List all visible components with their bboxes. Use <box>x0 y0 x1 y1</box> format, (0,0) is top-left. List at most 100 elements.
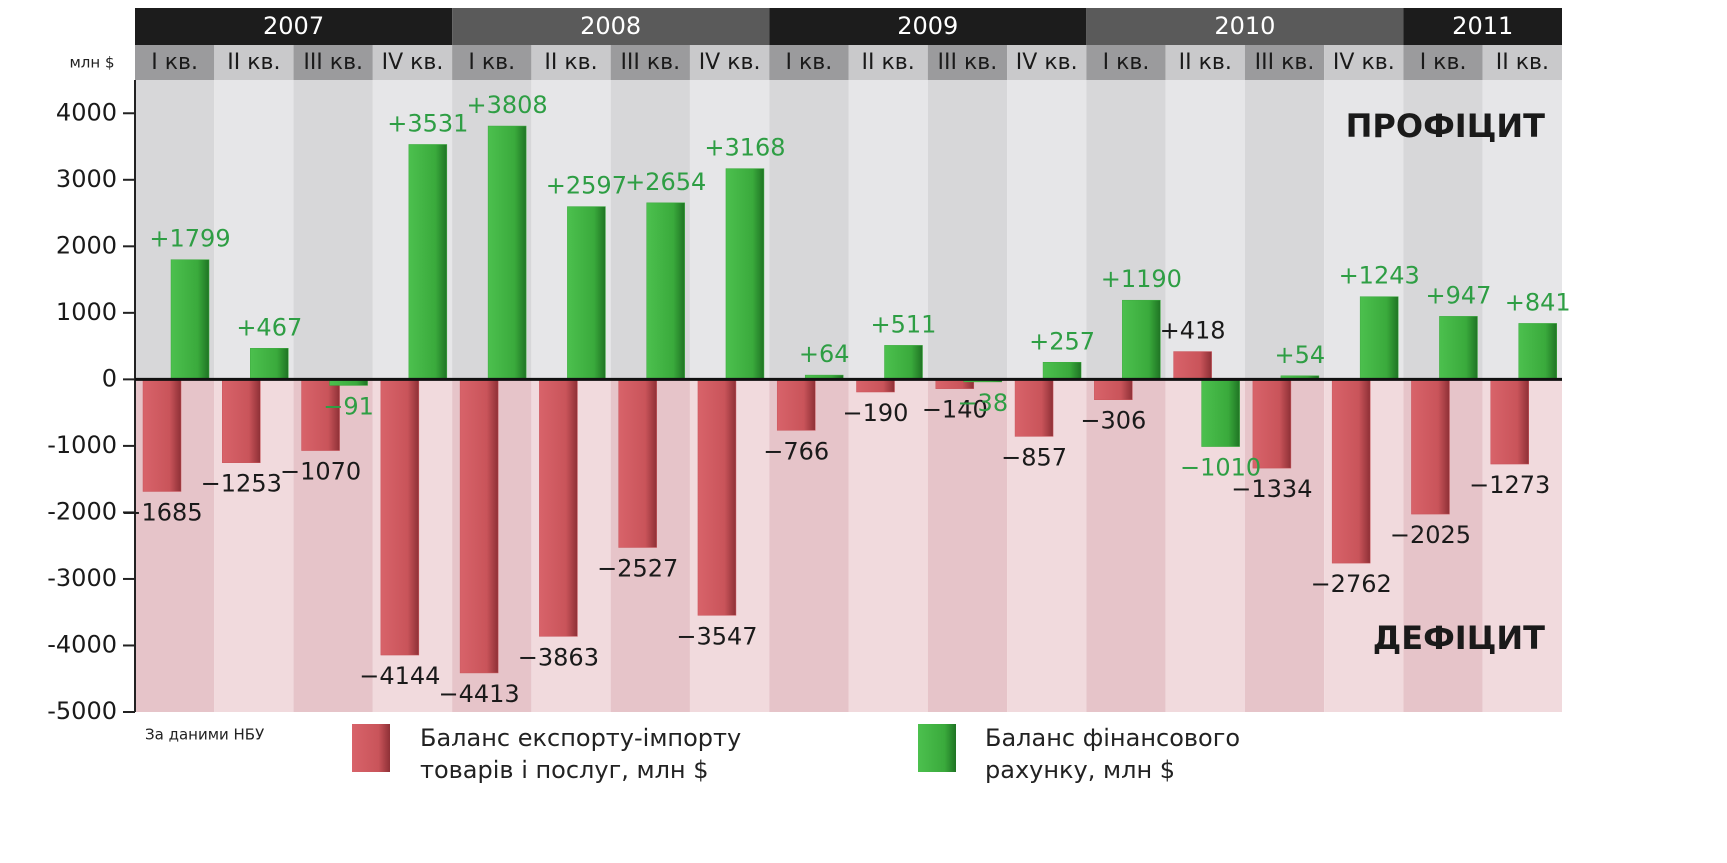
bar <box>884 345 923 380</box>
quarter-cell <box>1403 45 1483 80</box>
deficit-label: ДЕФІЦИТ <box>1373 619 1545 657</box>
x-tick-label: IV кв. <box>382 50 444 75</box>
x-tick-label: I кв. <box>151 50 198 75</box>
value-label: −4144 <box>359 662 440 690</box>
quarter-cell <box>214 45 294 80</box>
column-bg <box>848 80 928 380</box>
x-tick-label: II кв. <box>1179 50 1232 75</box>
unit-label: млн $ <box>69 54 114 72</box>
value-label: +418 <box>1160 317 1226 345</box>
value-label: +1799 <box>149 225 230 253</box>
year-label: 2011 <box>1452 12 1513 40</box>
bar <box>856 379 895 393</box>
quarter-cell <box>1482 45 1562 80</box>
bar <box>408 144 448 380</box>
bar <box>170 259 210 380</box>
column-bg <box>769 80 849 380</box>
value-label: +257 <box>1029 327 1095 355</box>
quarter-cell <box>372 45 453 80</box>
bar <box>1359 296 1399 380</box>
bar <box>1094 379 1133 400</box>
quarter-cell <box>135 45 215 80</box>
x-tick-label: IV кв. <box>1016 50 1078 75</box>
bar <box>1042 362 1082 380</box>
column-bg <box>927 379 1008 712</box>
column-bg <box>1007 80 1087 380</box>
bar <box>539 379 578 637</box>
x-tick-label: III кв. <box>620 50 680 75</box>
x-tick-label: III кв. <box>303 50 363 75</box>
quarter-cell <box>848 45 928 80</box>
column-bg <box>769 379 849 712</box>
bar <box>1014 379 1054 437</box>
quarter-cell <box>1165 45 1245 80</box>
bar <box>1411 379 1450 515</box>
value-label: −1334 <box>1231 475 1312 503</box>
bar <box>725 168 765 380</box>
value-label: −1253 <box>201 470 282 498</box>
value-label: −91 <box>323 392 374 420</box>
source: За даними НБУ <box>145 726 264 744</box>
bar <box>250 348 289 380</box>
x-tick-label: II кв. <box>862 50 915 75</box>
legend-swatch <box>352 724 390 772</box>
legend-label: Баланс експорту-імпорту товарів і послуг… <box>420 724 742 784</box>
surplus-label: ПРОФІЦИТ <box>1346 107 1546 145</box>
legend-swatch <box>918 724 956 772</box>
quarter-cell <box>293 45 373 80</box>
value-label: −2527 <box>597 554 678 582</box>
year-label: 2009 <box>897 12 958 40</box>
bar <box>567 206 606 380</box>
value-label: −3547 <box>676 622 757 650</box>
value-label: +2597 <box>546 172 627 200</box>
value-label: −766 <box>763 437 829 465</box>
bar <box>1331 379 1371 564</box>
bar <box>1201 379 1240 447</box>
x-tick-label: II кв. <box>227 50 280 75</box>
bar <box>459 379 499 674</box>
x-tick-label: IV кв. <box>1333 50 1395 75</box>
value-label: +3808 <box>467 91 548 119</box>
year-cell <box>1086 8 1404 45</box>
bar <box>618 379 657 548</box>
quarter-cell <box>452 45 532 80</box>
value-label: +64 <box>799 340 850 368</box>
bar <box>1252 379 1292 469</box>
value-label: −4413 <box>439 680 520 708</box>
quarter-cell <box>1007 45 1087 80</box>
y-tick-label: -3000 <box>47 564 117 592</box>
value-label: −306 <box>1080 407 1146 435</box>
x-tick-label: I кв. <box>785 50 832 75</box>
year-label: 2007 <box>263 12 324 40</box>
y-tick-label: 3000 <box>56 165 117 193</box>
column-bg <box>293 80 373 380</box>
y-tick-label: -2000 <box>47 497 117 525</box>
x-tick-label: II кв. <box>1496 50 1549 75</box>
year-cell <box>769 8 1087 45</box>
bar <box>1518 323 1557 380</box>
value-label: −3863 <box>518 643 599 671</box>
value-label: −1070 <box>280 458 361 486</box>
x-tick-label: I кв. <box>1103 50 1150 75</box>
quarter-cell <box>1324 45 1404 80</box>
value-label: +1190 <box>1101 265 1182 293</box>
bar <box>222 379 261 463</box>
column-bg <box>214 80 294 380</box>
column-bg <box>1244 80 1325 380</box>
column-bg <box>1086 379 1166 712</box>
value-label: +54 <box>1275 341 1326 369</box>
y-tick-label: 1000 <box>56 298 117 326</box>
column-bg <box>1165 80 1245 380</box>
x-tick-label: II кв. <box>544 50 597 75</box>
bar <box>487 125 527 380</box>
year-cell <box>1403 8 1562 45</box>
x-tick-label: IV кв. <box>699 50 761 75</box>
quarter-cell <box>531 45 611 80</box>
bar <box>1122 299 1161 380</box>
legend-label: Баланс фінансового рахунку, млн $ <box>985 724 1241 784</box>
value-label: −190 <box>843 399 909 427</box>
bar <box>646 202 685 380</box>
y-tick-label: 0 <box>102 364 117 392</box>
quarter-cell <box>689 45 770 80</box>
